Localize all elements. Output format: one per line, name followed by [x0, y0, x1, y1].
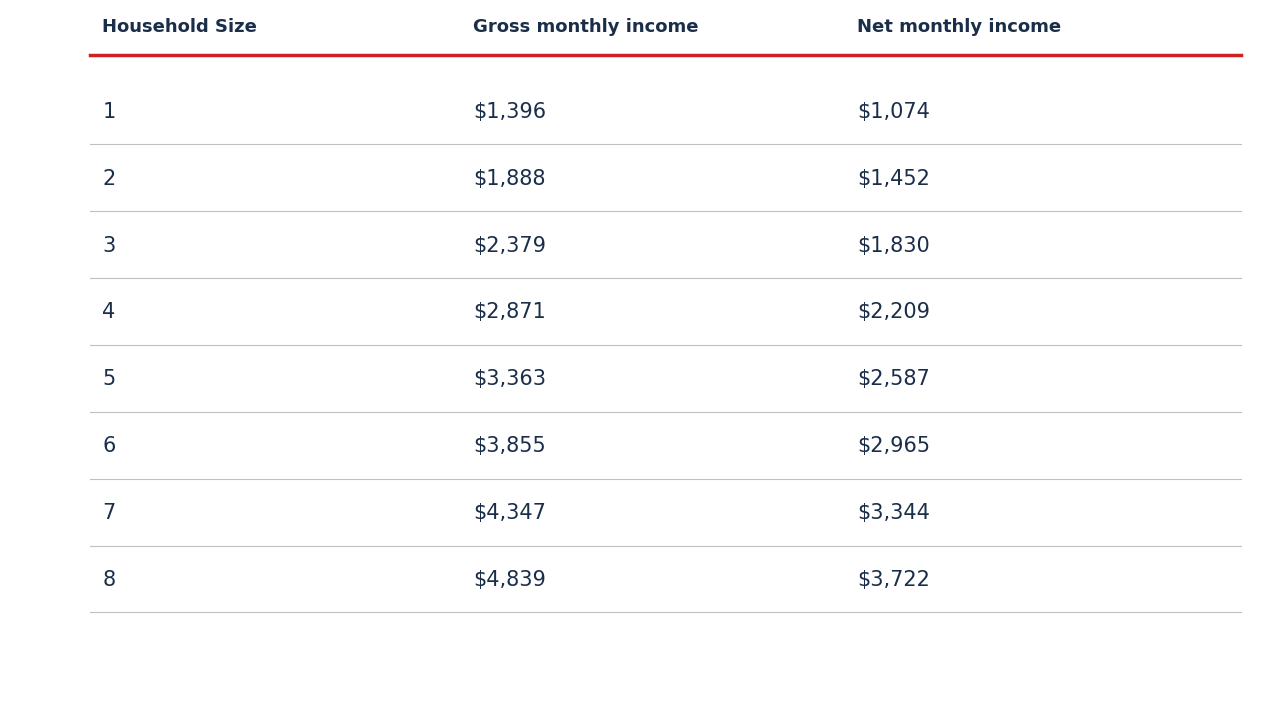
Text: 5: 5 [102, 369, 115, 390]
Text: $4,839: $4,839 [473, 570, 546, 590]
Text: $1,888: $1,888 [473, 168, 546, 189]
Text: 8: 8 [102, 570, 115, 590]
Text: Net monthly income: Net monthly income [857, 18, 1062, 36]
Text: Gross monthly income: Gross monthly income [473, 18, 698, 36]
Text: $2,587: $2,587 [857, 369, 930, 390]
Text: 2: 2 [102, 168, 115, 189]
Text: $3,363: $3,363 [473, 369, 546, 390]
Text: $3,722: $3,722 [857, 570, 930, 590]
Text: 7: 7 [102, 503, 115, 523]
Text: $4,347: $4,347 [473, 503, 546, 523]
Text: 3: 3 [102, 235, 115, 256]
Text: $1,396: $1,396 [473, 102, 546, 122]
Text: $3,344: $3,344 [857, 503, 930, 523]
Text: $2,965: $2,965 [857, 436, 930, 456]
Text: Household Size: Household Size [102, 18, 257, 36]
Text: $1,830: $1,830 [857, 235, 930, 256]
Text: $1,452: $1,452 [857, 168, 930, 189]
Text: 4: 4 [102, 302, 115, 323]
Text: $2,209: $2,209 [857, 302, 930, 323]
Text: $3,855: $3,855 [473, 436, 546, 456]
Text: 6: 6 [102, 436, 115, 456]
Text: $2,871: $2,871 [473, 302, 546, 323]
Text: 1: 1 [102, 102, 115, 122]
Text: $2,379: $2,379 [473, 235, 546, 256]
Text: $1,074: $1,074 [857, 102, 930, 122]
